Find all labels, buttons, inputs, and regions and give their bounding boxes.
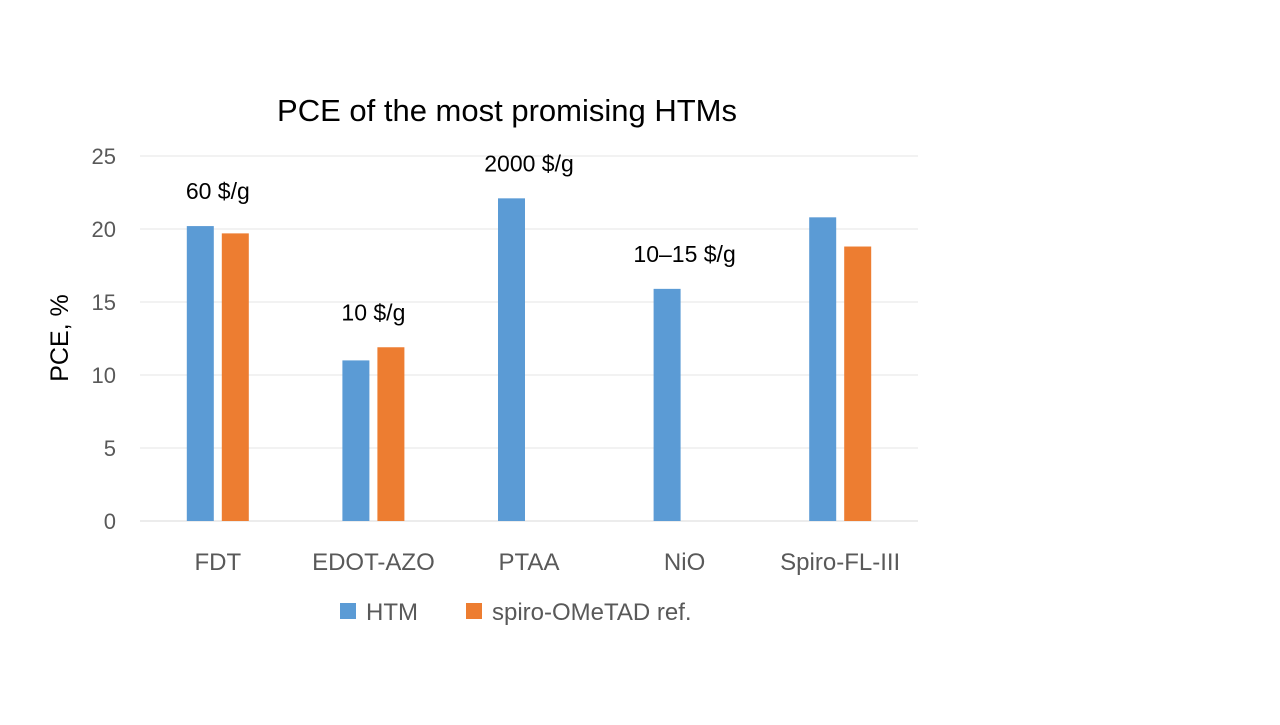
y-axis-title: PCE, %: [46, 294, 74, 382]
bar-htm: [186, 226, 214, 521]
price-annotations: 60 $/g 10 $/g 2000 $/g 10–15 $/g: [186, 150, 736, 325]
y-tick-label: 25: [92, 144, 116, 169]
price-annotation: 2000 $/g: [484, 150, 574, 176]
bar-htm: [653, 288, 681, 521]
price-annotation: 10 $/g: [341, 299, 405, 325]
y-tick-label: 10: [92, 363, 116, 388]
bar-htm: [342, 360, 370, 521]
x-axis-ticks: FDT EDOT-AZO PTAA NiO Spiro-FL-III: [194, 549, 900, 576]
y-tick-label: 5: [104, 436, 116, 461]
gridlines: [140, 155, 918, 522]
bars: [186, 198, 872, 521]
bar-spiro-ometad-ref-: [377, 347, 405, 521]
price-annotation: 60 $/g: [186, 178, 250, 204]
y-tick-label: 0: [104, 509, 116, 534]
x-tick-label: FDT: [194, 549, 241, 576]
legend-swatch: [466, 603, 482, 619]
bar-htm: [498, 198, 525, 521]
bar-spiro-ometad-ref-: [221, 233, 249, 521]
x-tick-label: Spiro-FL-III: [780, 549, 900, 576]
legend-label: HTM: [366, 599, 418, 626]
x-tick-label: PTAA: [499, 549, 560, 576]
y-tick-label: 20: [92, 217, 116, 242]
legend-swatch: [340, 603, 356, 619]
x-tick-label: EDOT-AZO: [312, 549, 435, 576]
y-axis-ticks: 0 5 10 15 20 25: [92, 144, 116, 534]
legend: HTM spiro-OMeTAD ref.: [340, 599, 692, 626]
price-annotation: 10–15 $/g: [633, 241, 735, 267]
chart-title: PCE of the most promising HTMs: [277, 93, 737, 128]
bar-htm: [809, 217, 837, 521]
bar-spiro-ometad-ref-: [844, 246, 872, 521]
x-tick-label: NiO: [664, 549, 705, 576]
legend-label: spiro-OMeTAD ref.: [492, 599, 692, 626]
y-tick-label: 15: [92, 290, 116, 315]
